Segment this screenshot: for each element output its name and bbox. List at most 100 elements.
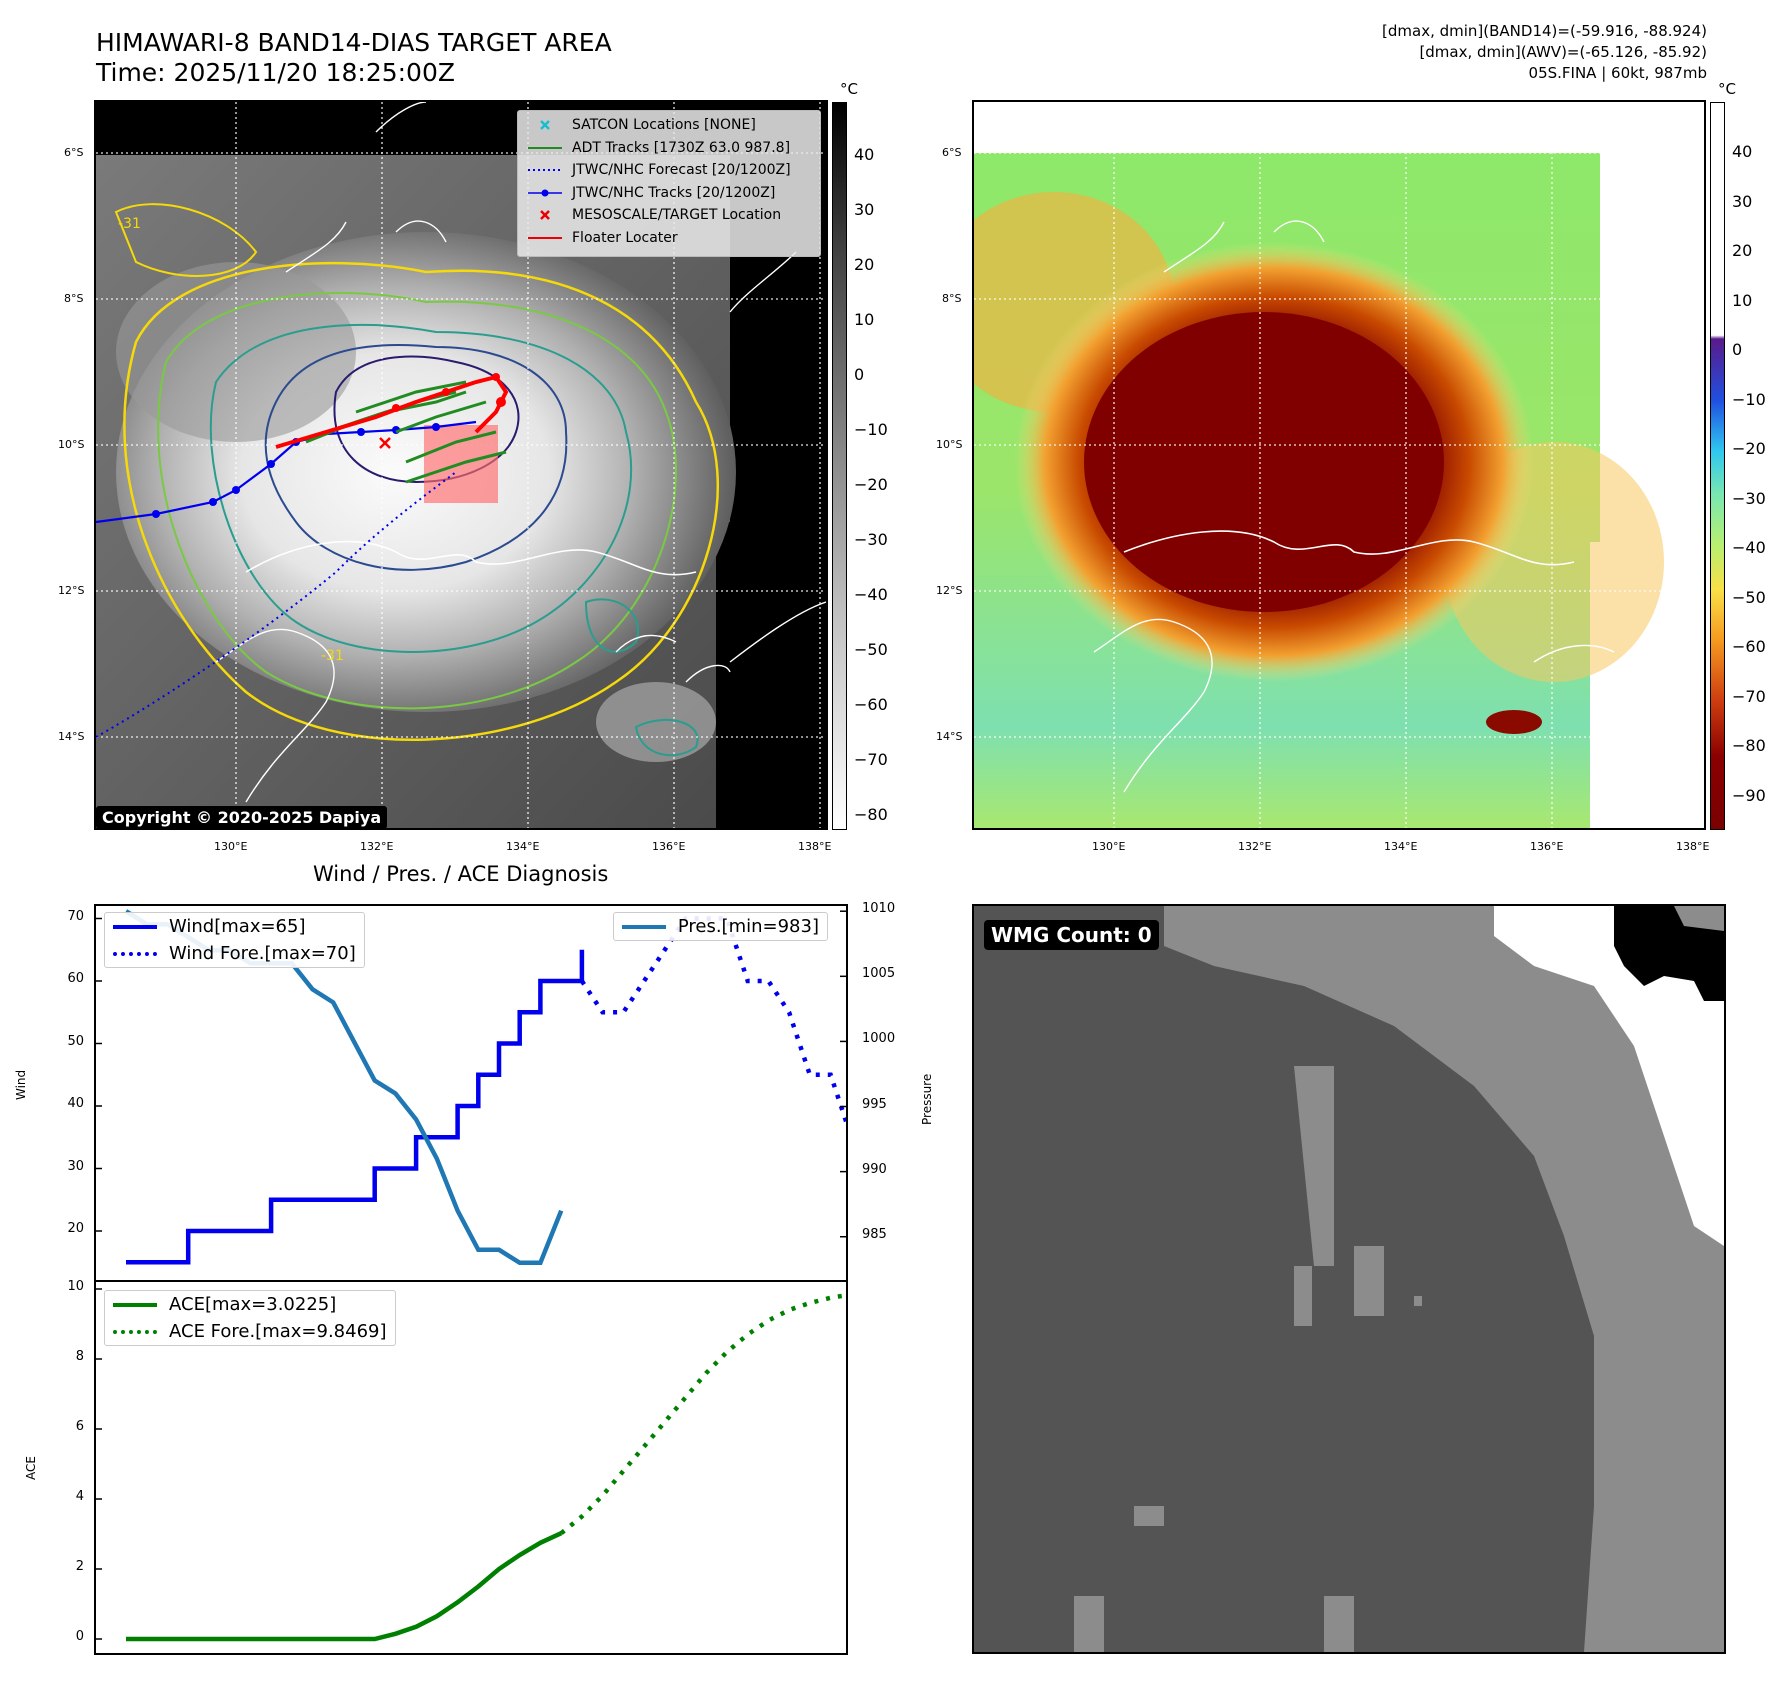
colorbar2-tick: −30 <box>1732 488 1766 508</box>
lat-label: 10°S <box>936 438 963 451</box>
wmg-image <box>974 906 1724 1652</box>
ir-map-panel: -31 -31 SATCON Locations [NONE] ADT Trac… <box>94 100 828 830</box>
mesoscale-target-mark <box>379 437 391 449</box>
wind-pressure-chart: Wind[max=65] Wind Fore.[max=70] Pres.[mi… <box>94 904 848 1282</box>
colorbar1-tick: −70 <box>854 750 888 769</box>
colorbar2-tick: 0 <box>1732 340 1743 360</box>
legend-item: JTWC/NHC Tracks [20/1200Z] <box>518 182 820 205</box>
colorbar2-tick: −90 <box>1732 786 1766 805</box>
colorbar1-tick: −20 <box>854 475 888 494</box>
legend-item: Floater Locater <box>518 227 820 250</box>
colorbar1-unit: °C <box>840 80 858 98</box>
colorbar1-tick: −80 <box>854 805 888 824</box>
legend-symbol <box>528 236 562 239</box>
legend-item: ADT Tracks [1730Z 63.0 987.8] <box>518 137 820 160</box>
series-line <box>126 949 585 1265</box>
lon-label: 136°E <box>1530 840 1564 853</box>
legend-item: Pres.[min=983] <box>614 913 827 940</box>
coastline <box>245 540 697 576</box>
lat-label: 12°S <box>58 584 85 597</box>
series-line <box>559 1292 846 1535</box>
ytick-label: 6 <box>75 1419 84 1434</box>
lon-label: 132°E <box>1238 840 1272 853</box>
ytick-label: 20 <box>67 1221 84 1236</box>
colorbar2-tick: 30 <box>1732 191 1753 211</box>
ytick-label: 60 <box>67 971 84 986</box>
contour-label-a: -31 <box>118 216 141 232</box>
diagnosis-title: Wind / Pres. / ACE Diagnosis <box>313 862 609 886</box>
colorbar1 <box>832 102 847 830</box>
ytick-label: 10 <box>67 1279 84 1294</box>
colorbar2-tick: 40 <box>1732 142 1753 161</box>
colorbar2-tick: −80 <box>1732 736 1766 756</box>
colorbar1-tick: 40 <box>854 145 875 164</box>
figure-time: Time: 2025/11/20 18:25:00Z <box>96 58 455 87</box>
colorbar1-tick: 30 <box>854 200 875 219</box>
colorbar1-tick: −40 <box>854 585 888 604</box>
contour-teal <box>209 323 633 653</box>
colorbar2-tick: −70 <box>1732 686 1766 706</box>
legend-item: ACE Fore.[max=9.8469] <box>105 1318 395 1345</box>
lon-label: 136°E <box>652 840 686 853</box>
colorbar1-tick: 0 <box>854 365 865 384</box>
ytick-label: 40 <box>67 1096 84 1111</box>
ace-legend: ACE[max=3.0225] ACE Fore.[max=9.8469] <box>104 1290 396 1346</box>
awv-map-image <box>974 102 1704 828</box>
ytick2-label: 985 <box>862 1226 887 1242</box>
lat-label: 6°S <box>942 146 962 159</box>
jtwc-forecast-track <box>96 471 457 738</box>
lat-label: 6°S <box>64 146 84 159</box>
info-band14: [dmax, dmin](BAND14)=(-59.916, -88.924) <box>1382 22 1707 40</box>
ytick2-label: 1005 <box>862 966 896 982</box>
lat-label: 12°S <box>936 584 963 597</box>
lat-label: 14°S <box>58 730 85 743</box>
wmg-white-area <box>1494 906 1724 1246</box>
colorbar1-tick: −10 <box>854 420 888 439</box>
awv-map-panel <box>972 100 1706 830</box>
legend-item: ACE[max=3.0225] <box>105 1291 395 1318</box>
ytick2-label: 995 <box>862 1096 887 1112</box>
legend-item: SATCON Locations [NONE] <box>518 114 820 137</box>
series-line <box>580 916 846 1129</box>
ytick-label: 70 <box>67 908 84 924</box>
ytick-label: 30 <box>67 1158 84 1174</box>
lon-label: 130°E <box>1092 840 1126 853</box>
ace-plot <box>96 1288 846 1642</box>
legend-symbol <box>528 146 562 149</box>
contour-label-b: -31 <box>321 648 344 664</box>
lon-label: 132°E <box>360 840 394 853</box>
legend-symbol <box>528 189 562 197</box>
ytick-label: 50 <box>67 1033 84 1049</box>
legend-item: MESOSCALE/TARGET Location <box>518 204 820 227</box>
lon-label: 134°E <box>1384 840 1418 853</box>
lon-label: 138°E <box>1676 840 1710 853</box>
lon-label: 130°E <box>214 840 248 853</box>
colorbar2-tick: 10 <box>1732 290 1753 310</box>
ace-axis-label: ACE <box>24 1456 38 1480</box>
ytick-label: 4 <box>75 1489 84 1504</box>
colorbar1-tick: −30 <box>854 530 888 549</box>
colorbar2-tick: −50 <box>1732 587 1766 607</box>
colorbar2 <box>1710 102 1725 830</box>
pressure-legend: Pres.[min=983] <box>612 912 828 941</box>
pressure-axis-label: Pressure <box>920 1073 934 1125</box>
legend-item: JTWC/NHC Forecast [20/1200Z] <box>518 159 820 182</box>
ytick-label: 8 <box>75 1349 84 1364</box>
lat-label: 8°S <box>64 292 84 305</box>
wmg-black-area <box>1614 906 1724 1001</box>
contour-indigo <box>333 355 520 484</box>
contour-blue <box>264 344 568 571</box>
colorbar2-tick: −20 <box>1732 439 1766 459</box>
legend-item: Wind[max=65] <box>105 913 364 940</box>
legend-symbol <box>540 120 550 131</box>
colorbar2-tick: −10 <box>1732 389 1766 409</box>
lat-label: 10°S <box>58 438 85 451</box>
contour-yellow <box>123 261 719 741</box>
ytick-label: 0 <box>75 1629 84 1644</box>
colorbar2-tick: −40 <box>1732 538 1766 558</box>
figure-title: HIMAWARI-8 BAND14-DIAS TARGET AREA <box>96 28 612 57</box>
ytick2-label: 990 <box>862 1161 887 1177</box>
colorbar1-tick: −50 <box>854 640 888 659</box>
ytick-label: 2 <box>75 1559 84 1574</box>
lon-label: 134°E <box>506 840 540 853</box>
